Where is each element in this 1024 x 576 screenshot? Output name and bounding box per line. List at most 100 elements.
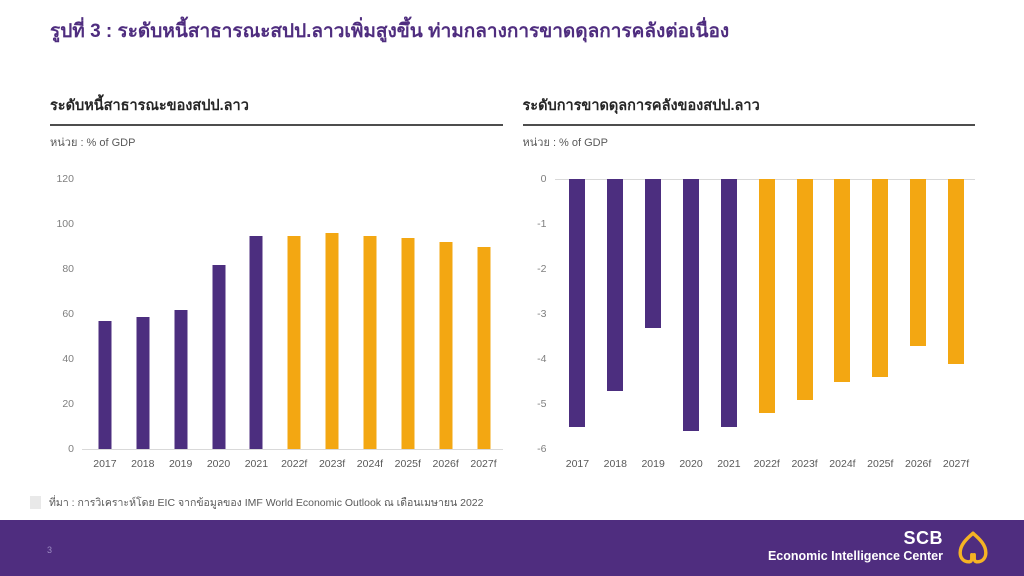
x-tick-label: 2027f [470,458,497,471]
scb-bo-leaf-logo-icon [958,531,988,564]
x-axis: 2017 2018 2019 2020 2021 2022f 2023f 2024f 2025f… [50,458,503,470]
y-tick-label: -3 [537,308,547,321]
bar-2025f [401,237,415,450]
chart-unit-fiscal-deficit: หน่วย : % of GDP [522,137,608,150]
page-number: 3 [47,545,53,555]
bar-slot [465,179,503,450]
bar-slot [786,179,824,449]
bar-2026f [439,242,453,450]
x-tick-label: 2024f [829,458,856,471]
bar-slot [748,179,786,449]
x-tick-label: 2023f [791,458,818,471]
chart-panel-fiscal-deficit: ระดับการขาดดุลการคลังของสปป.ลาว หน่วย : … [522,98,976,470]
bar-slot [86,179,124,450]
x-tick-label: 2022f [281,458,308,471]
bar-slot [124,179,162,450]
bar-slot [427,179,465,450]
x-tick-label: 2021 [717,458,741,471]
plot-region: 0 20 40 60 80 100 120 [50,173,503,455]
y-tick-label: 0 [68,443,74,456]
bar-2020 [683,179,699,432]
bar-slot [200,179,238,450]
brand-subtitle: Economic Intelligence Center [767,549,943,563]
source-text: ที่มา : การวิเคราะห์โดย EIC จากข้อมูลของ… [49,497,484,509]
page-title: รูปที่ 3 : ระดับหนี้สาธารณะสปป.ลาวเพิ่มส… [50,21,730,42]
public-debt-chart: 0 20 40 60 80 100 120 2017 2018 2019 2020 2021 2022… [50,173,503,470]
bar-2022f [287,235,301,450]
x-tick-label: 2019 [168,458,193,471]
bar-2025f [872,179,889,378]
x-tick-label: 2019 [641,458,665,471]
y-tick-label: 20 [62,398,74,411]
x-tick-label: 2018 [131,458,155,471]
brand-block: SCB Economic Intelligence Center [768,529,943,563]
bar-2017 [569,179,586,427]
bar-2017 [98,321,112,450]
footer-bar: 3 SCB Economic Intelligence Center [0,520,1024,576]
bar-2023f [325,233,339,450]
y-tick-label: -1 [537,218,547,231]
y-tick-label: -5 [537,398,547,411]
x-tick-label: 2025f [867,458,894,471]
bar-slot [634,179,672,449]
fiscal-deficit-chart: 0 -1 -2 -3 -4 -5 -6 2017 2018 2019 2020 2021 2022f 2… [523,173,976,470]
bar-slot [899,179,937,449]
bar-slot [237,179,275,450]
bar-2024f [834,179,851,382]
x-tick-label: 2027f [942,458,970,471]
bar-2022f [758,179,775,414]
x-tick-label: 2026f [905,458,932,471]
x-tick-label: 2024f [356,458,384,471]
bar-slot [937,179,975,449]
y-tick-label: -6 [537,443,547,456]
x-tick-label: 2017 [93,458,117,471]
bar-2027f [948,179,965,364]
y-tick-label: 120 [56,173,74,186]
y-tick-label: 40 [62,353,74,366]
y-tick-label: 60 [62,308,74,321]
source-marker [30,496,41,509]
bars-region [554,179,975,449]
bar-2020 [212,264,225,450]
x-tick-label: 2025f [394,458,421,471]
y-tick-label: 80 [62,263,74,276]
zero-axis-line [82,449,503,451]
bar-2027f [477,246,491,450]
bar-slot [313,179,351,450]
bar-slot [596,179,634,449]
x-tick-label: 2021 [244,458,269,471]
bar-2018 [136,316,150,450]
y-axis: 0 -1 -2 -3 -4 -5 -6 [523,173,559,455]
y-axis: 0 20 40 60 80 100 120 [50,173,86,455]
chart-panel-public-debt: ระดับหนี้สาธารณะของสปป.ลาว หน่วย : % of … [50,98,503,470]
bar-2019 [174,309,188,450]
y-tick-label: -2 [537,263,547,276]
bar-2023f [796,179,813,400]
charts-row: ระดับหนี้สาธารณะของสปป.ลาว หน่วย : % of … [50,98,975,470]
bar-slot [861,179,899,449]
bar-slot [389,179,427,450]
y-tick-label: 100 [56,218,74,231]
brand-scb: SCB [903,528,943,548]
x-tick-label: 2020 [206,458,231,471]
x-axis: 2017 2018 2019 2020 2021 2022f 2023f 2024f 2025f… [523,458,976,470]
chart-title-public-debt: ระดับหนี้สาธารณะของสปป.ลาว [50,98,503,127]
y-tick-label: -4 [537,353,547,366]
bar-2024f [363,235,377,450]
plot-region: 0 -1 -2 -3 -4 -5 -6 [523,173,975,455]
bar-2021 [249,235,263,450]
source-note: ที่มา : การวิเคราะห์โดย EIC จากข้อมูลของ… [30,494,483,511]
bar-2019 [645,179,662,328]
bar-slot [351,179,389,450]
x-tick-label: 2017 [565,458,590,471]
x-tick-label: 2023f [318,458,346,471]
bar-slot [710,179,748,449]
bar-slot [559,179,597,449]
y-tick-label: 0 [540,173,547,186]
chart-title-fiscal-deficit: ระดับการขาดดุลการคลังของสปป.ลาว [522,98,975,127]
x-tick-label: 2022f [753,458,780,471]
bars-region [82,179,503,451]
x-tick-label: 2020 [679,458,703,471]
bar-2018 [607,179,624,391]
bar-2021 [720,179,737,427]
